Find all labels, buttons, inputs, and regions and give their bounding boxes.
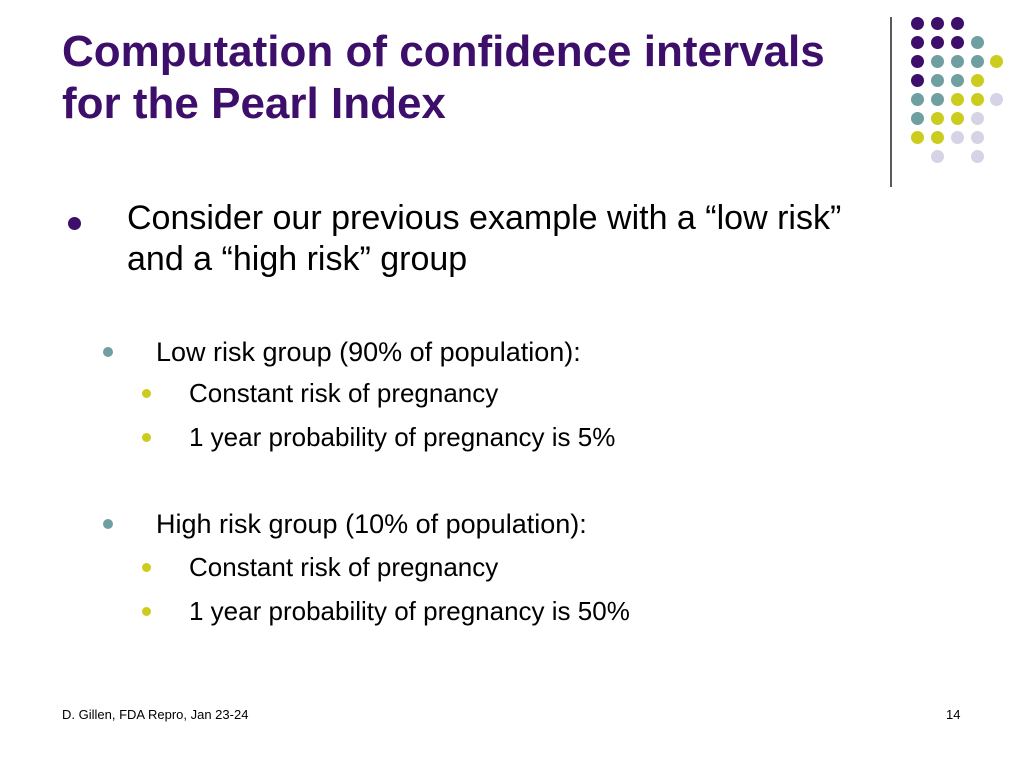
high-risk-group-label: High risk group (10% of population): xyxy=(156,509,587,539)
title-divider xyxy=(890,17,892,187)
decor-dot xyxy=(990,93,1003,106)
list-item: Constant risk of pregnancy xyxy=(142,550,882,584)
bullet-dot-icon xyxy=(68,217,81,230)
list-item-text: Constant risk of pregnancy xyxy=(189,552,499,582)
bullet-dot-icon xyxy=(142,563,151,572)
decor-dot xyxy=(911,36,924,49)
list-item: Constant risk of pregnancy xyxy=(142,376,882,410)
main-bullet-text: Consider our previous example with a “lo… xyxy=(127,199,842,278)
decor-dot xyxy=(971,55,984,68)
decor-dot xyxy=(931,74,944,87)
decor-dot xyxy=(911,131,924,144)
decor-dot xyxy=(971,112,984,125)
bullet-dot-icon xyxy=(103,347,113,357)
decor-dot xyxy=(911,93,924,106)
decor-dot xyxy=(951,55,964,68)
decor-dot xyxy=(911,17,924,30)
bullet-dot-icon xyxy=(142,433,151,442)
decor-dot xyxy=(911,55,924,68)
page-number: 14 xyxy=(946,707,961,722)
decor-dot xyxy=(911,74,924,87)
decor-dot xyxy=(971,131,984,144)
bullet-dot-icon xyxy=(103,519,113,529)
footer-text: D. Gillen, FDA Repro, Jan 23-24 xyxy=(62,707,249,722)
decor-dot xyxy=(971,150,984,163)
decor-dot xyxy=(931,150,944,163)
decor-dot xyxy=(951,17,964,30)
decor-dot xyxy=(931,131,944,144)
decor-dot xyxy=(911,112,924,125)
list-item-text: Constant risk of pregnancy xyxy=(189,378,499,408)
decor-dot xyxy=(971,93,984,106)
list-item-text: 1 year probability of pregnancy is 5% xyxy=(189,422,616,452)
decor-dot xyxy=(971,36,984,49)
decor-dot xyxy=(951,93,964,106)
decor-dot xyxy=(931,55,944,68)
decor-dot xyxy=(971,74,984,87)
list-item: 1 year probability of pregnancy is 50% xyxy=(142,594,882,628)
low-risk-group-bullet: Low risk group (90% of population): xyxy=(103,335,883,369)
slide-title: Computation of confidence intervals for … xyxy=(62,27,825,128)
bullet-dot-icon xyxy=(142,389,151,398)
decor-dot xyxy=(951,112,964,125)
decor-dot xyxy=(931,112,944,125)
decor-dot xyxy=(951,36,964,49)
list-item-text: 1 year probability of pregnancy is 50% xyxy=(189,596,630,626)
decor-dot xyxy=(931,36,944,49)
decor-dot xyxy=(931,17,944,30)
decor-dot xyxy=(951,74,964,87)
list-item: 1 year probability of pregnancy is 5% xyxy=(142,420,882,454)
main-bullet: Consider our previous example with a “lo… xyxy=(68,198,888,280)
decor-dot xyxy=(990,55,1003,68)
bullet-dot-icon xyxy=(142,607,151,616)
decor-dot xyxy=(951,131,964,144)
low-risk-group-label: Low risk group (90% of population): xyxy=(156,337,581,367)
high-risk-group-bullet: High risk group (10% of population): xyxy=(103,507,883,541)
decor-dot xyxy=(931,93,944,106)
